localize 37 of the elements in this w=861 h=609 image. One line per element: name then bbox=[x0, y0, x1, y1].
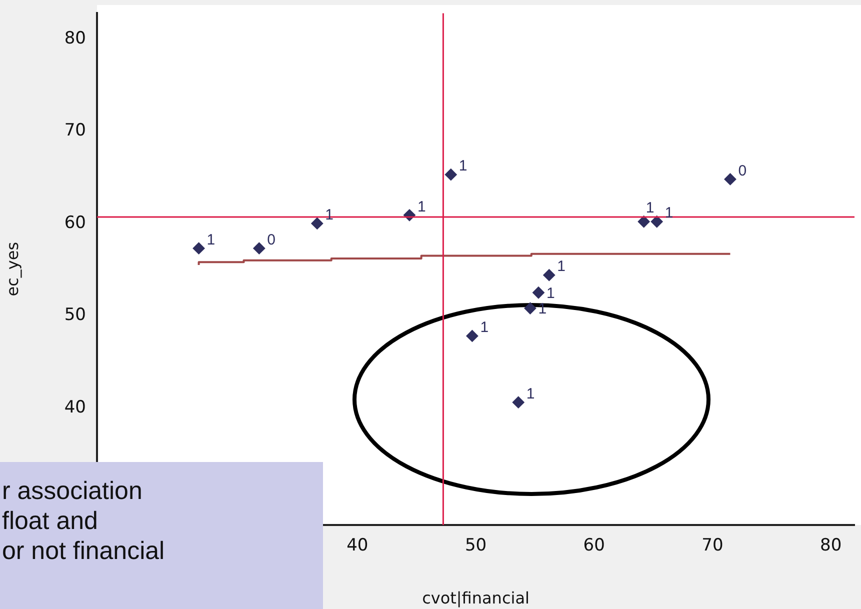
y-axis-title: ec_yes bbox=[2, 242, 22, 296]
y-tick-label: 40 bbox=[64, 397, 86, 418]
y-tick-label: 70 bbox=[64, 120, 86, 141]
x-tick-label: 60 bbox=[583, 536, 605, 556]
annotation: 1 bbox=[546, 284, 555, 302]
point bbox=[512, 396, 524, 408]
y-tick-label: 60 bbox=[64, 212, 86, 233]
text: or not financial bbox=[2, 536, 166, 566]
point bbox=[650, 216, 663, 228]
point bbox=[524, 302, 536, 314]
y-tick-label: 80 bbox=[64, 28, 86, 48]
annotation: 0 bbox=[267, 231, 276, 248]
point bbox=[192, 242, 205, 254]
annotation: 1 bbox=[417, 198, 426, 216]
annotation: 1 bbox=[646, 200, 654, 217]
point bbox=[638, 216, 650, 228]
point bbox=[532, 286, 544, 299]
x-tick-label: 40 bbox=[346, 536, 368, 556]
point bbox=[466, 330, 478, 342]
annotation: float and bbox=[2, 506, 99, 536]
annotation: r association bbox=[2, 476, 144, 506]
x-tick-label: 50 bbox=[464, 536, 487, 556]
annotation: 1 bbox=[206, 231, 216, 248]
point bbox=[724, 173, 736, 186]
y-tick-label: 50 bbox=[64, 305, 86, 326]
annotation: 0 bbox=[738, 162, 747, 180]
point bbox=[444, 168, 457, 181]
x-tick-label: 80 bbox=[820, 536, 842, 556]
point bbox=[311, 217, 324, 230]
point bbox=[543, 269, 556, 282]
x-tick-label: 70 bbox=[702, 536, 724, 556]
point bbox=[253, 242, 266, 254]
annotation: 1 bbox=[557, 258, 566, 276]
annotation: 1 bbox=[480, 319, 489, 336]
x-axis-title: cvot|financial bbox=[422, 588, 530, 608]
annotation: 1 bbox=[458, 158, 468, 175]
annotation: 1 bbox=[526, 385, 535, 402]
